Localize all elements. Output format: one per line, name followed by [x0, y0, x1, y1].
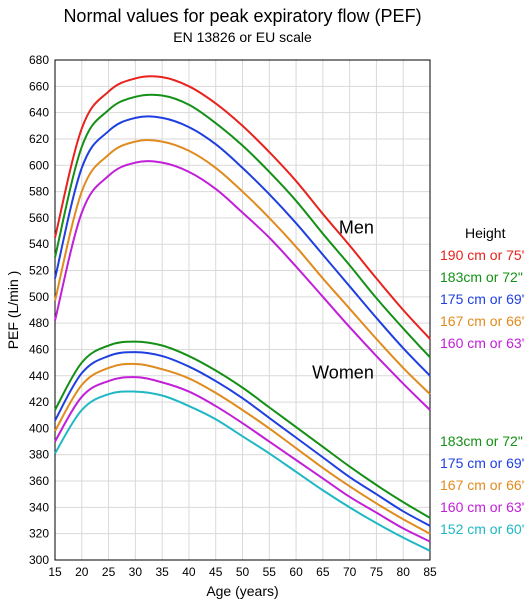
legend-item-women-1: 175 cm or 69" [440, 455, 525, 471]
y-tick-label: 480 [29, 316, 49, 330]
x-tick-label: 85 [423, 565, 437, 579]
legend-item-men-0: 190 cm or 75" [440, 247, 525, 263]
y-tick-label: 560 [29, 211, 49, 225]
y-tick-label: 620 [29, 132, 49, 146]
y-tick-label: 460 [29, 342, 49, 356]
x-tick-label: 45 [209, 565, 223, 579]
legend-title: Height [465, 225, 506, 241]
x-axis-label: Age (years) [206, 583, 278, 599]
legend-item-women-2: 167 cm or 66" [440, 477, 525, 493]
y-tick-label: 320 [29, 527, 49, 541]
y-tick-label: 440 [29, 369, 49, 383]
chart-container: 300 320 340 360 380 400 420 440 460 480 500 520 540 5… [0, 0, 525, 599]
pef-chart: 300 320 340 360 380 400 420 440 460 480 500 520 540 5… [0, 0, 525, 599]
y-tick-label: 380 [29, 448, 49, 462]
x-tick-label: 55 [263, 565, 277, 579]
x-tick-label: 70 [343, 565, 357, 579]
x-tick-label: 25 [102, 565, 116, 579]
y-tick-label: 520 [29, 264, 49, 278]
legend-item-women-0: 183cm or 72" [440, 433, 523, 449]
legend-item-men-1: 183cm or 72" [440, 269, 523, 285]
x-tick-label: 30 [129, 565, 143, 579]
x-tick-label: 40 [182, 565, 196, 579]
x-tick-label: 80 [397, 565, 411, 579]
x-tick-label: 50 [236, 565, 250, 579]
y-tick-label: 400 [29, 421, 49, 435]
y-tick-label: 300 [29, 553, 49, 567]
y-tick-label: 340 [29, 500, 49, 514]
y-tick-label: 580 [29, 185, 49, 199]
legend-item-men-2: 175 cm or 69" [440, 291, 525, 307]
legend-item-men-3: 167 cm or 66" [440, 313, 525, 329]
x-tick-label: 65 [316, 565, 330, 579]
x-tick-label: 20 [75, 565, 89, 579]
chart-title: Normal values for peak expiratory flow (… [63, 6, 421, 26]
legend-item-women-4: 152 cm or 60" [440, 521, 525, 537]
legend-item-women-3: 160 cm or 63" [440, 499, 525, 515]
y-tick-label: 360 [29, 474, 49, 488]
group-label-women: Women [312, 362, 374, 382]
y-axis-label: PEF (L/min ) [5, 271, 21, 350]
y-tick-label: 420 [29, 395, 49, 409]
chart-subtitle: EN 13826 or EU scale [173, 29, 312, 45]
y-tick-label: 540 [29, 237, 49, 251]
y-tick-label: 640 [29, 106, 49, 120]
y-tick-label: 680 [29, 53, 49, 67]
y-tick-label: 500 [29, 290, 49, 304]
x-tick-label: 60 [289, 565, 303, 579]
y-tick-label: 600 [29, 158, 49, 172]
group-label-men: Men [339, 218, 374, 238]
x-tick-label: 75 [370, 565, 384, 579]
legend-item-men-4: 160 cm or 63" [440, 335, 525, 351]
y-tick-label: 660 [29, 79, 49, 93]
x-tick-label: 15 [48, 565, 62, 579]
x-tick-label: 35 [155, 565, 169, 579]
